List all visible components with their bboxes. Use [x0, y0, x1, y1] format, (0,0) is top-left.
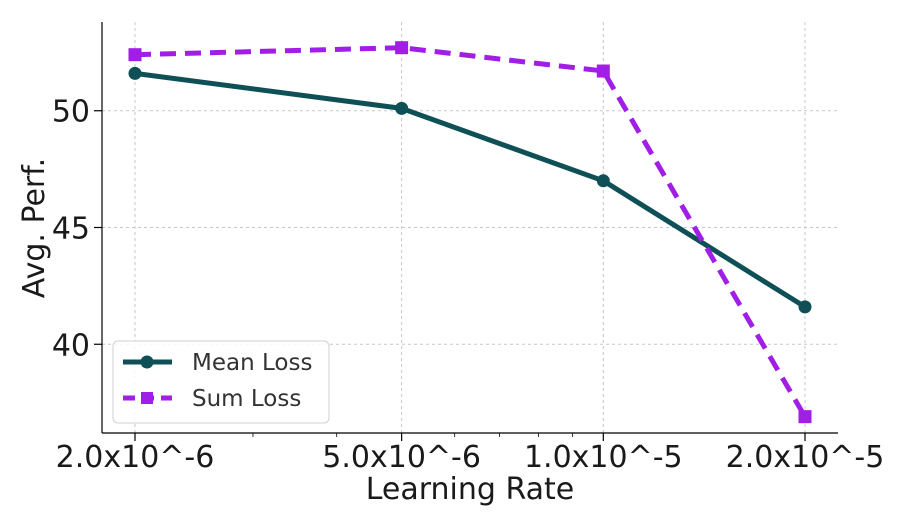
series-line-sum-loss	[134, 45, 808, 418]
legend-marker-mean-loss	[140, 355, 154, 369]
data-point-sum-loss	[128, 48, 142, 62]
data-point-mean-loss	[128, 66, 142, 80]
data-point-sum-loss	[596, 64, 610, 78]
data-point-sum-loss	[395, 41, 409, 55]
x-axis-title: Learning Rate	[366, 472, 575, 507]
x-tick-label: 1.0x10^-5	[524, 440, 683, 475]
x-tick-label: 5.0x10^-6	[322, 440, 481, 475]
y-tick-label: 45	[52, 212, 90, 247]
data-point-mean-loss	[798, 300, 812, 314]
y-tick-label: 50	[52, 95, 90, 130]
data-point-sum-loss	[798, 410, 812, 424]
legend-label-sum-loss: Sum Loss	[192, 386, 301, 412]
legend-marker-sum-loss	[141, 392, 153, 404]
y-axis-title: Avg. Perf.	[17, 158, 52, 298]
y-tick-label: 40	[52, 328, 90, 363]
legend-label-mean-loss: Mean Loss	[192, 350, 312, 376]
series-line-mean-loss	[134, 70, 807, 310]
x-tick-label: 2.0x10^-5	[726, 440, 885, 475]
data-point-mean-loss	[596, 174, 610, 188]
legend: Mean Loss Sum Loss	[112, 340, 330, 424]
data-point-mean-loss	[395, 101, 409, 115]
series-layer	[128, 41, 812, 424]
x-tick-label: 2.0x10^-6	[56, 440, 215, 475]
ticks-layer: 2.0x10^-6 5.0x10^-6 1.0x10^-5 2.0x10^-5 40 45…	[52, 95, 885, 475]
